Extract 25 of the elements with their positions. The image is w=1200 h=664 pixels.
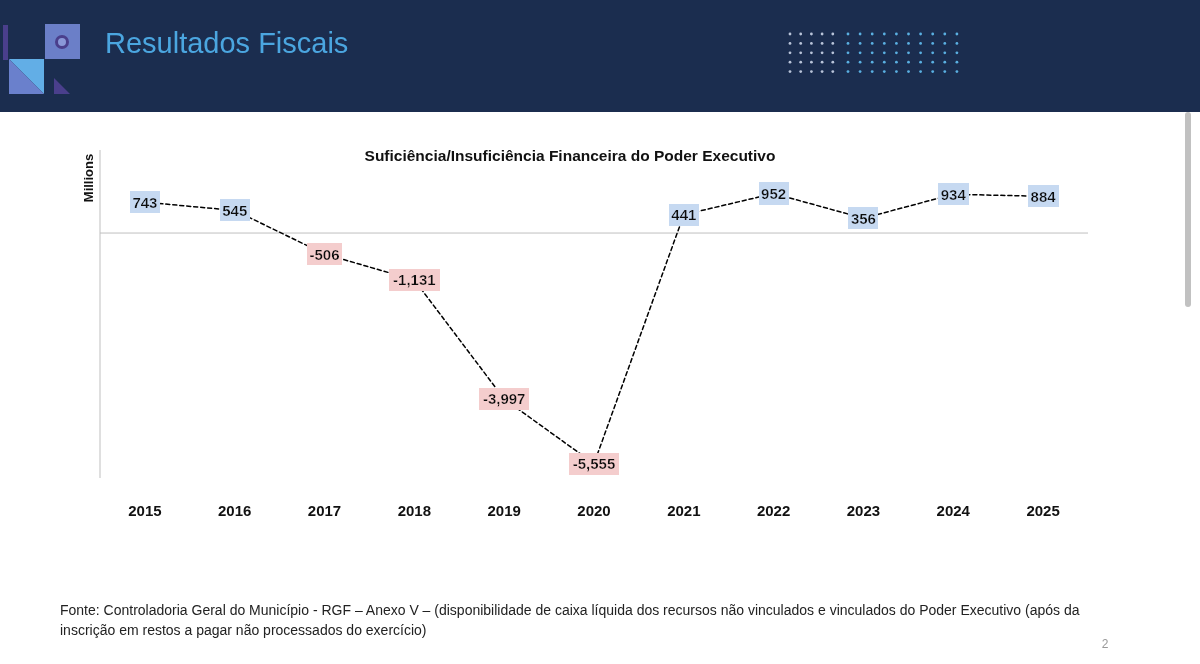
x-tick-label: 2017 <box>307 502 342 519</box>
data-label: -506 <box>309 245 340 263</box>
data-label: 356 <box>850 209 876 227</box>
x-tick-label: 2025 <box>1026 502 1060 519</box>
x-tick-label: 2019 <box>487 502 521 519</box>
x-tick-label: 2024 <box>936 502 971 519</box>
data-label: 441 <box>671 206 697 224</box>
y-axis-title: Millions <box>81 153 96 203</box>
x-tick-label: 2023 <box>846 502 881 519</box>
x-tick-label: 2018 <box>397 502 432 519</box>
x-tick-label: 2021 <box>667 502 701 519</box>
data-label: 545 <box>222 201 248 219</box>
text: 2 <box>1101 637 1109 651</box>
data-label: 952 <box>761 185 787 203</box>
chart-title: Resultados Fiscais <box>105 27 349 59</box>
x-tick-label: 2016 <box>218 502 252 519</box>
chart-subtitle: Suficiência/Insuficiência Financeira do Poder Executivo <box>364 147 776 164</box>
x-tick-label: 2015 <box>128 502 162 519</box>
data-label: -5,555 <box>572 455 616 473</box>
data-label: 743 <box>132 193 158 211</box>
x-tick-label: 2020 <box>577 502 611 519</box>
x-tick-label: 2022 <box>756 502 791 519</box>
data-label: -1,131 <box>393 271 436 289</box>
data-label: -3,997 <box>482 390 526 408</box>
source-note: Fonte: Controladoria Geral do Município - RGF – Anexo V – (disponibilidade de caixa líquida dos recursos não vinculados e vinculados do Poder Executivo (após da inscrição em restos a pagar não processados do exercício) <box>60 602 1080 638</box>
